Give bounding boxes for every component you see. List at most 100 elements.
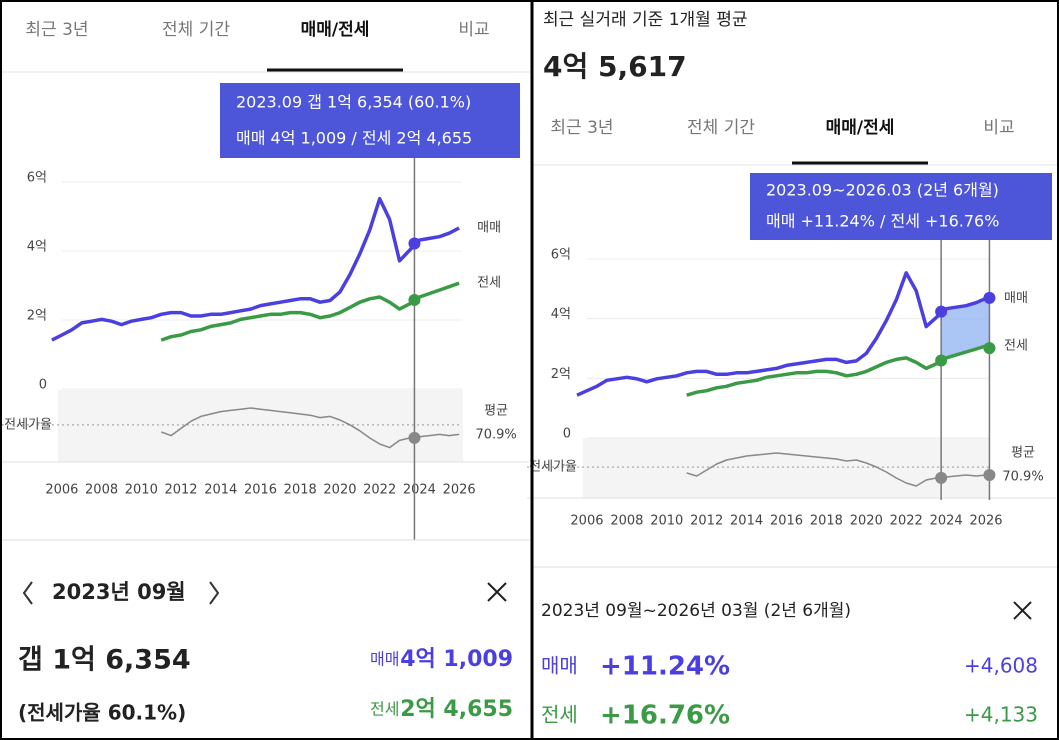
x-tick-label: 2026: [969, 514, 1002, 529]
caption: 최근 실거래 기준 1개월 평균: [543, 10, 747, 30]
tooltip-line: 매매 4억 1,009 / 전세 2억 4,655: [236, 129, 472, 148]
y-tick-label: 0: [39, 378, 47, 393]
sale-price: 4억 1,009: [400, 647, 513, 672]
series-label: 매매: [1004, 291, 1028, 306]
prev-button[interactable]: [22, 581, 33, 605]
y-tick-label: 6억: [27, 171, 47, 186]
series-label: 전세가율: [529, 460, 577, 475]
x-tick-label: 2014: [730, 514, 763, 529]
x-tick-label: 2018: [810, 514, 843, 529]
marker-dot: [408, 293, 421, 306]
right-tooltip: 2023.09~2026.03 (2년 6개월) 매매 +11.24% / 전세…: [750, 173, 1052, 240]
x-tick-label: 2016: [770, 514, 803, 529]
y-tick-label: 0: [563, 427, 571, 442]
x-tick-label: 2012: [164, 483, 197, 498]
marker-dot: [408, 431, 421, 444]
right-header: 최근 실거래 기준 1개월 평균 4억 5,617: [543, 10, 747, 83]
ratio-band: [582, 438, 991, 498]
series-label: 전세: [1004, 338, 1028, 353]
ratio-band: [57, 390, 464, 462]
x-tick-label: 2006: [45, 483, 78, 498]
jeonse-label: 전세: [370, 700, 399, 719]
left-tooltip: 2023.09 갭 1억 6,354 (60.1%) 매매 4억 1,009 /…: [220, 83, 520, 158]
x-tick-label: 2006: [570, 514, 603, 529]
tab[interactable]: 비교: [983, 118, 1014, 138]
series-line: [576, 271, 987, 397]
right-tabs: 최근 3년 전체 기간 매매/전세 비교: [533, 118, 1059, 166]
x-tick-label: 2018: [284, 483, 317, 498]
left-chart: 0 2억 4억 6억 2006 2008 2010 2012 2014 2016 2018 2020 2…: [2, 158, 529, 540]
x-tick-label: 2014: [204, 483, 237, 498]
series-label: 매매: [477, 221, 501, 236]
sale-label: 매매: [370, 650, 399, 669]
tab[interactable]: 매매/전세: [826, 118, 895, 138]
x-tick-label: 2022: [363, 483, 396, 498]
tab[interactable]: 매매/전세: [301, 20, 370, 40]
x-tick-label: 2022: [890, 514, 923, 529]
series-line: [160, 281, 460, 342]
y-tick-label: 4억: [27, 240, 47, 255]
x-tick-label: 2020: [850, 514, 883, 529]
x-tick-label: 2010: [125, 483, 158, 498]
tooltip-line: 2023.09 갭 1억 6,354 (60.1%): [236, 93, 471, 112]
marker-dot: [983, 469, 996, 481]
gap-area: [941, 297, 990, 361]
left-tabs: 최근 3년 전체 기간 매매/전세 비교: [0, 20, 530, 73]
average-name: 평균: [1011, 446, 1035, 461]
x-tick-label: 2020: [323, 483, 356, 498]
close-button[interactable]: [1013, 601, 1032, 620]
x-tick-label: 2024: [403, 483, 436, 498]
row-label: 매매: [541, 654, 578, 678]
average-name: 평균: [484, 403, 508, 418]
tooltip-line: 2023.09~2026.03 (2년 6개월): [766, 181, 999, 200]
tab[interactable]: 전체 기간: [162, 20, 230, 40]
marker-dot: [408, 237, 421, 250]
right-chart: 0 2억 4억 6억 2006 2008 2010 2012 2014 2016 2018 2020 2…: [527, 240, 1056, 529]
tab[interactable]: 전체 기간: [687, 118, 755, 138]
detail-month: 2023년 09월: [52, 580, 186, 604]
price: 4억 5,617: [543, 50, 687, 83]
x-tick-label: 2026: [443, 483, 476, 498]
row-diff: +4,608: [964, 654, 1038, 678]
y-tick-label: 4억: [551, 307, 571, 322]
right-detail: 2023년 09월~2026년 03월 (2년 6개월) 매매 +11.24% …: [533, 566, 1059, 731]
detail-period: 2023년 09월~2026년 03월 (2년 6개월): [541, 601, 851, 621]
close-button[interactable]: [487, 582, 507, 602]
series-label: 전세: [477, 276, 501, 291]
tooltip-line: 매매 +11.24% / 전세 +16.76%: [766, 212, 999, 231]
row-label: 전세: [541, 703, 578, 727]
detail-gap: 갭 1억 6,354: [18, 645, 191, 676]
tooltip-box: [220, 83, 520, 158]
tab[interactable]: 최근 3년: [25, 20, 88, 40]
x-tick-label: 2012: [690, 514, 723, 529]
average-label: 70.9%: [475, 427, 516, 442]
marker-dot: [983, 291, 996, 304]
row-diff: +4,133: [964, 703, 1038, 727]
average-label: 70.9%: [1002, 470, 1043, 485]
marker-dot: [935, 354, 948, 367]
row-change: +11.24%: [600, 652, 730, 682]
tab[interactable]: 최근 3년: [550, 118, 613, 138]
series-line: [51, 196, 460, 342]
series-line: [686, 344, 987, 397]
marker-dot: [935, 471, 948, 484]
marker-dot: [935, 305, 948, 318]
row-change: +16.76%: [600, 701, 730, 731]
detail-ratio: (전세가율 60.1%): [18, 701, 186, 725]
next-button[interactable]: [209, 581, 220, 605]
tab[interactable]: 비교: [458, 20, 489, 40]
x-tick-label: 2010: [650, 514, 683, 529]
series-label: 전세가율: [4, 417, 52, 432]
y-tick-label: 2억: [551, 367, 571, 382]
x-tick-label: 2024: [930, 514, 963, 529]
left-detail: 2023년 09월 갭 1억 6,354 (전세가율 60.1%) 매매 4억 …: [0, 539, 530, 725]
x-tick-label: 2008: [610, 514, 643, 529]
y-tick-label: 6억: [551, 248, 571, 263]
jeonse-price: 2억 4,655: [400, 697, 513, 722]
y-tick-label: 2억: [27, 309, 47, 324]
x-tick-label: 2016: [244, 483, 277, 498]
x-tick-label: 2008: [85, 483, 118, 498]
